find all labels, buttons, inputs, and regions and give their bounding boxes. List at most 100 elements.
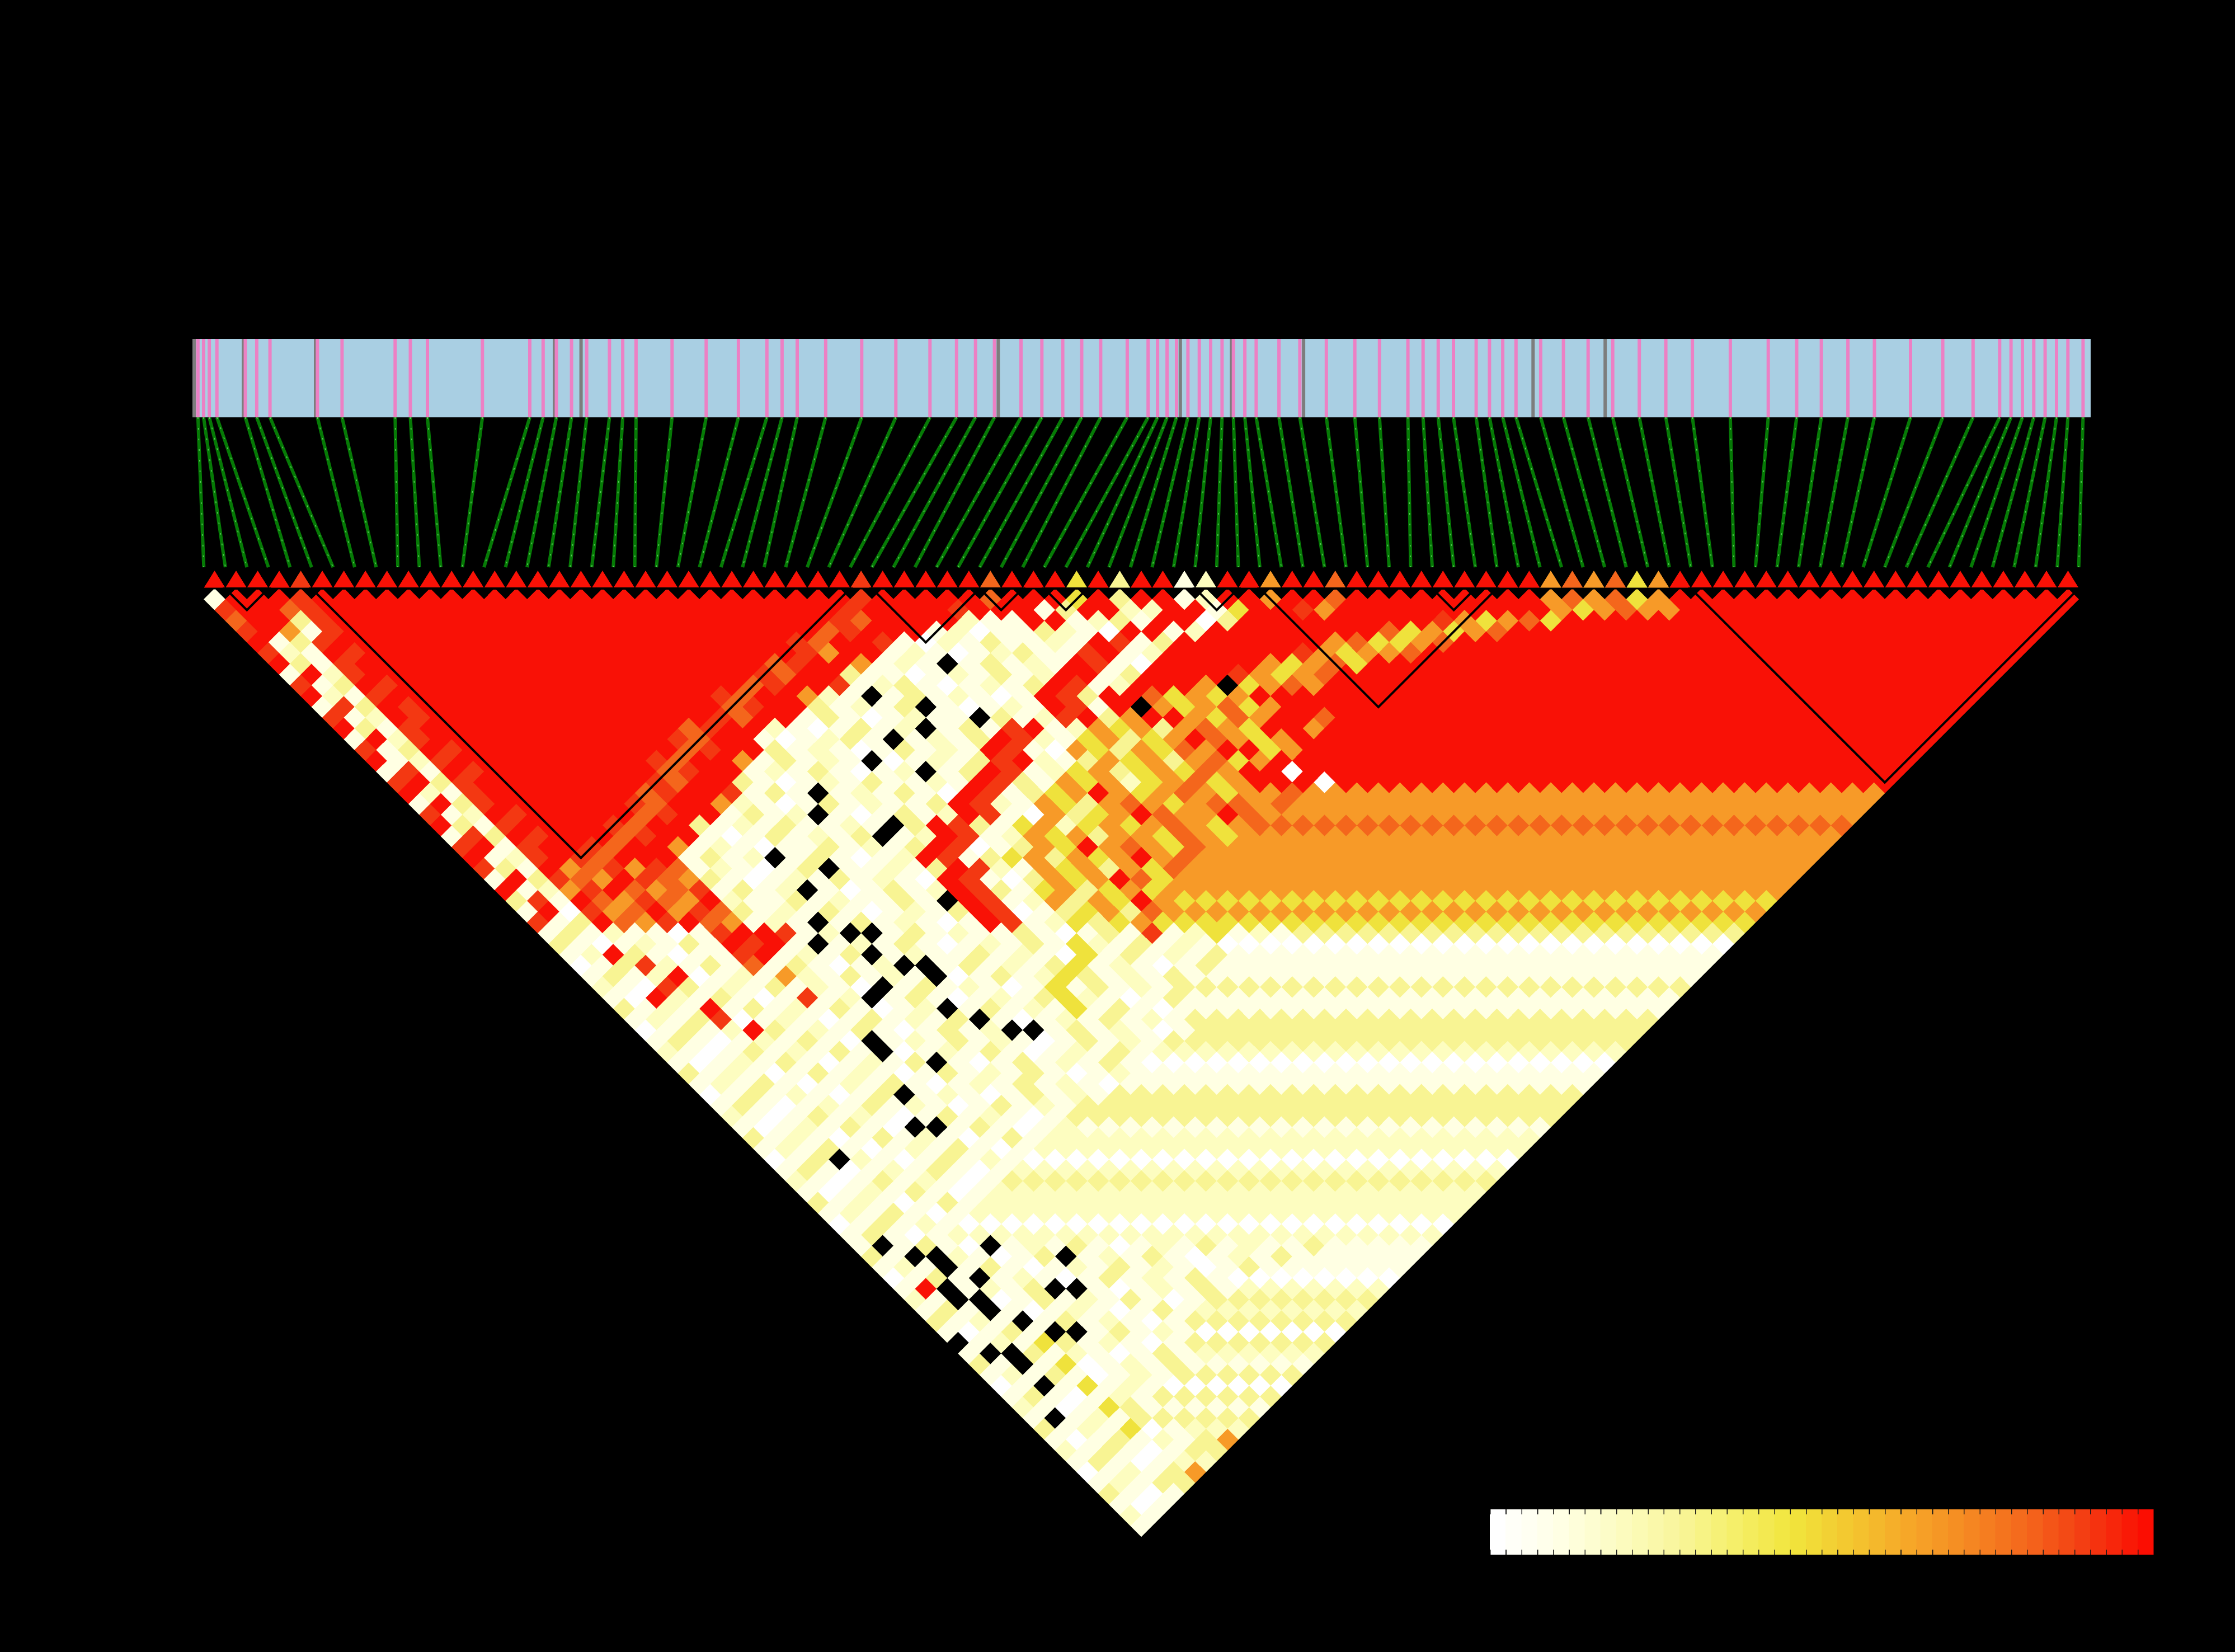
color-key-tick xyxy=(1742,1509,1744,1514)
snp-marker-triangle xyxy=(1497,571,1519,588)
snp-marker-triangle xyxy=(1583,571,1605,588)
snp-position-tick xyxy=(585,339,589,417)
landmark-tick xyxy=(579,339,583,417)
snp-marker-triangle xyxy=(1346,571,1368,588)
snp-position-tick xyxy=(1099,339,1103,417)
snp-position-tick xyxy=(928,339,932,417)
color-key-tick xyxy=(1521,1550,1523,1555)
snp-marker-triangle xyxy=(1777,571,1799,588)
snp-position-tick xyxy=(1872,339,1876,417)
snp-position-tick xyxy=(1452,339,1455,417)
snp-position-tick xyxy=(2066,339,2070,417)
snp-position-tick xyxy=(608,339,611,417)
color-key-tick xyxy=(1853,1509,1855,1514)
snp-marker-triangle xyxy=(1238,571,1260,588)
snp-marker-triangle xyxy=(225,571,247,588)
snp-marker-triangle xyxy=(785,571,807,588)
color-key-tick xyxy=(1742,1550,1744,1555)
snp-marker-triangle xyxy=(1863,571,1885,588)
color-key-tick xyxy=(2106,1509,2107,1514)
color-key-tick xyxy=(1632,1509,1633,1514)
color-key-tick xyxy=(1569,1550,1570,1555)
color-key-step xyxy=(2043,1509,2059,1555)
color-key-tick xyxy=(1648,1550,1649,1555)
snp-marker-triangle xyxy=(1044,571,1066,588)
color-key-step xyxy=(1900,1509,1917,1555)
snp-marker-triangle xyxy=(893,571,915,588)
snp-marker-triangle xyxy=(1001,571,1023,588)
snp-marker-triangle xyxy=(742,571,764,588)
snp-marker-triangle xyxy=(2014,571,2036,588)
snp-position-tick xyxy=(1488,339,1491,417)
snp-marker-triangle xyxy=(1885,571,1907,588)
snp-marker-triangle xyxy=(1324,571,1346,588)
color-key-step xyxy=(1648,1509,1664,1555)
color-key-step xyxy=(1853,1509,1870,1555)
color-key-step xyxy=(1695,1509,1711,1555)
snp-marker-triangle xyxy=(441,571,463,588)
snp-marker-triangle xyxy=(1971,571,1993,588)
snp-position-tick xyxy=(481,339,484,417)
color-key-tick xyxy=(1885,1550,1886,1555)
snp-marker-triangle xyxy=(1367,571,1389,588)
color-key-tick xyxy=(1774,1550,1775,1555)
snp-position-tick xyxy=(1197,339,1201,417)
snp-position-tick xyxy=(1971,339,1975,417)
snp-marker-triangle xyxy=(1475,571,1497,588)
color-key-tick xyxy=(2121,1550,2123,1555)
color-key-step xyxy=(1663,1509,1680,1555)
color-key-tick xyxy=(1964,1509,1965,1514)
snp-marker-triangle xyxy=(1691,571,1712,588)
snp-marker-triangle xyxy=(656,571,678,588)
color-key-tick xyxy=(2058,1509,2060,1514)
color-key-tick xyxy=(1711,1509,1712,1514)
landmark-tick xyxy=(192,339,196,417)
color-key-tick xyxy=(1885,1509,1886,1514)
color-key-tick xyxy=(1979,1509,1980,1514)
snp-marker-triangle xyxy=(1302,571,1325,588)
snp-marker-triangle xyxy=(613,571,635,588)
color-key-step xyxy=(1885,1509,1901,1555)
color-key-step xyxy=(1979,1509,1996,1555)
snp-marker-triangle xyxy=(527,571,549,588)
snp-position-tick xyxy=(1254,339,1258,417)
snp-position-tick xyxy=(1324,339,1328,417)
snp-position-tick xyxy=(201,339,205,417)
snp-position-tick xyxy=(634,339,638,417)
color-key-tick xyxy=(1932,1509,1933,1514)
snp-marker-triangle xyxy=(1648,571,1669,588)
snp-position-tick xyxy=(1277,339,1281,417)
color-key-step xyxy=(1805,1509,1822,1555)
color-key-tick xyxy=(2137,1509,2139,1514)
color-key-tick xyxy=(1490,1550,1491,1555)
snp-marker-triangle xyxy=(1195,571,1217,588)
snp-marker-triangle xyxy=(333,571,355,588)
snp-position-tick xyxy=(1941,339,1945,417)
color-key-step xyxy=(2058,1509,2075,1555)
color-key-tick xyxy=(1853,1550,1855,1555)
color-key-step xyxy=(2011,1509,2027,1555)
snp-marker-triangle xyxy=(1906,571,1928,588)
snp-marker-triangle xyxy=(1842,571,1864,588)
snp-position-tick xyxy=(196,339,200,417)
color-key-tick xyxy=(1916,1550,1917,1555)
snp-position-tick xyxy=(1146,339,1150,417)
snp-position-tick xyxy=(1586,339,1590,417)
color-key-tick xyxy=(1584,1509,1585,1514)
snp-position-tick xyxy=(1766,339,1770,417)
color-key-tick xyxy=(1822,1550,1823,1555)
color-key-step xyxy=(1758,1509,1775,1555)
snp-position-tick xyxy=(736,339,740,417)
landmark-tick xyxy=(242,339,246,417)
snp-position-tick xyxy=(1846,339,1850,417)
color-key-tick xyxy=(2043,1550,2044,1555)
snp-marker-triangle xyxy=(1820,571,1842,588)
snp-position-tick xyxy=(1795,339,1799,417)
color-key-tick xyxy=(1774,1509,1775,1514)
color-key-tick xyxy=(1505,1550,1507,1555)
snp-marker-triangle xyxy=(1281,571,1303,588)
color-key-tick xyxy=(1900,1509,1902,1514)
snp-position-tick xyxy=(796,339,799,417)
genomic-map-track xyxy=(192,339,2091,417)
snp-position-tick xyxy=(316,339,319,417)
